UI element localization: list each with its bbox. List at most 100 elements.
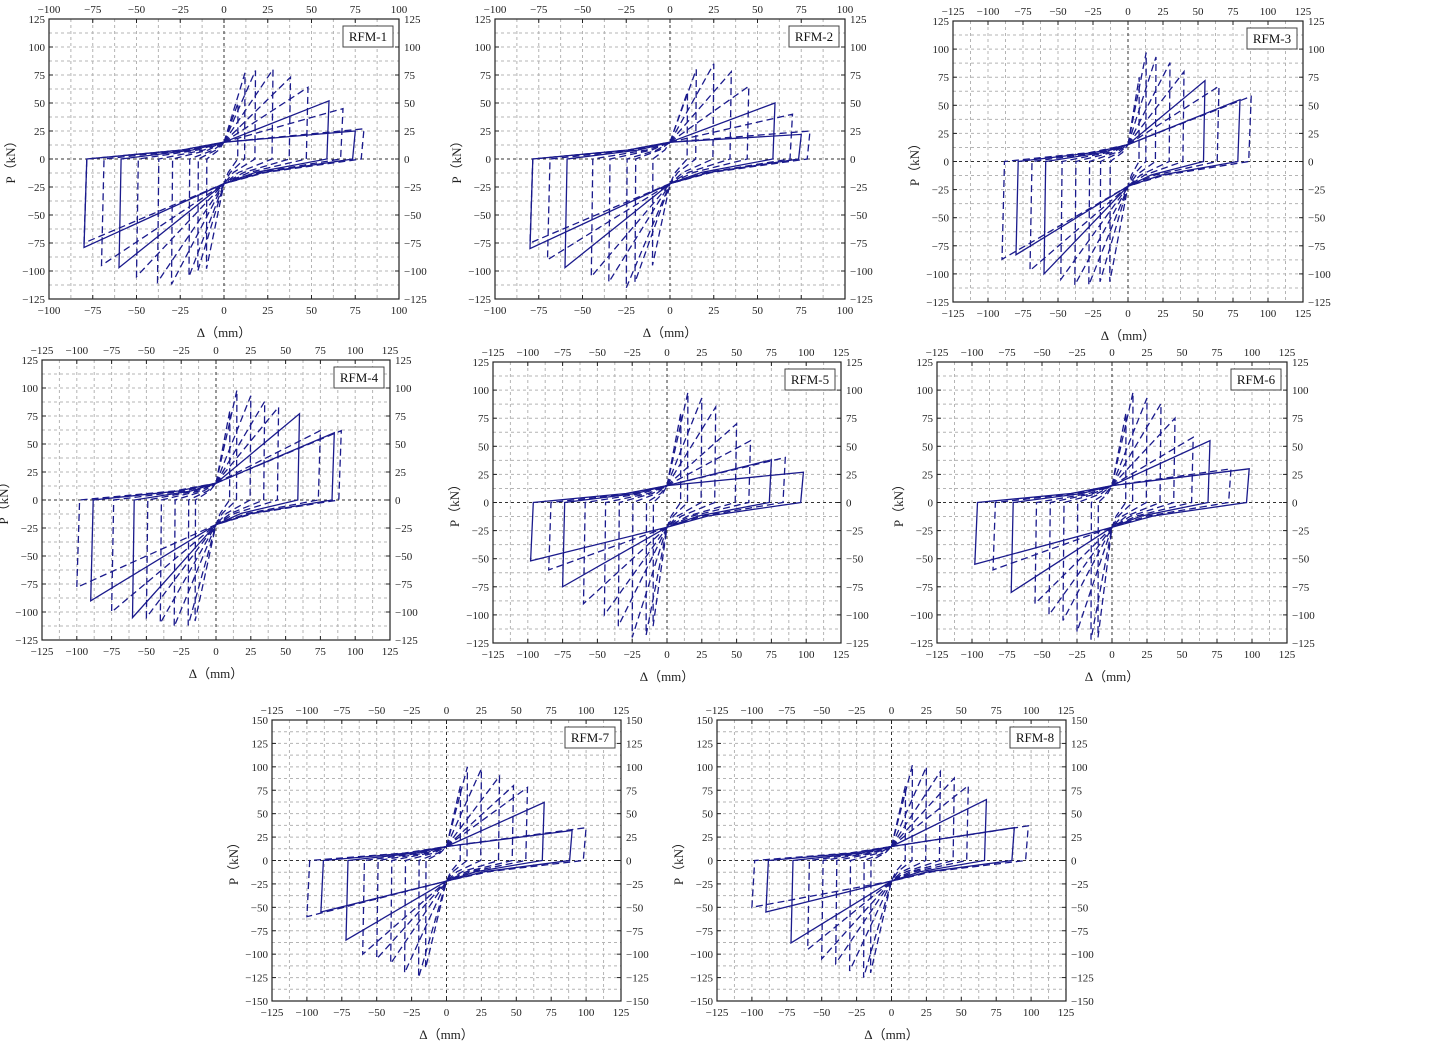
x-tick-label-top: −25	[173, 345, 191, 357]
y-tick-label-right: 50	[626, 809, 638, 821]
y-tick-label: −75	[472, 582, 490, 594]
y-tick-label-right: −50	[1308, 213, 1326, 225]
y-tick-label-right: 75	[846, 413, 858, 425]
x-tick-label-top: 100	[578, 705, 595, 717]
x-tick-label: −75	[778, 1007, 796, 1019]
hysteresis-cycle-3	[1076, 397, 1148, 633]
chart-panel-2: −100 −100 −75 −75 −50 −50 −25 −25 0 0 25 25 50 50 75 75…	[449, 4, 873, 340]
y-tick-label: −100	[466, 610, 489, 622]
x-tick-label: 0	[221, 305, 227, 317]
y-tick-label: 75	[938, 72, 950, 84]
y-tick-label-right: 25	[404, 126, 416, 138]
specimen-label: RFM-7	[571, 730, 610, 745]
hysteresis-cycle-3	[173, 395, 252, 627]
y-tick-label-right: −100	[626, 949, 649, 961]
hysteresis-cycle-5	[376, 784, 515, 961]
y-tick-label-right: −125	[395, 635, 418, 647]
y-tick-label-right: −25	[1308, 185, 1326, 197]
y-tick-label-right: −150	[626, 996, 649, 1008]
y-axis-label: P（kN）	[671, 836, 686, 885]
y-tick-label: −125	[468, 294, 491, 306]
specimen-label: RFM-8	[1016, 730, 1054, 745]
y-tick-label-right: −100	[1308, 269, 1331, 281]
x-tick-label: −125	[926, 649, 949, 661]
y-tick-label-right: −125	[846, 638, 869, 650]
y-tick-label: 125	[475, 14, 492, 26]
x-tick-label-top: 50	[731, 347, 743, 359]
y-tick-label: 100	[933, 44, 950, 56]
x-tick-label: −125	[706, 1007, 729, 1019]
x-tick-label: −25	[1068, 649, 1086, 661]
x-tick-label: −25	[618, 305, 636, 317]
x-tick-label: −100	[961, 649, 984, 661]
x-tick-label: 100	[1260, 308, 1277, 320]
x-tick-label-top: 125	[833, 347, 850, 359]
y-tick-label: 25	[27, 467, 39, 479]
x-tick-label: 0	[667, 305, 673, 317]
y-tick-label-right: 125	[1292, 357, 1309, 369]
x-tick-label-top: 125	[382, 345, 399, 357]
x-tick-label-top: −50	[1033, 347, 1051, 359]
y-tick-label-right: −25	[850, 182, 868, 194]
x-tick-label: −50	[813, 1007, 831, 1019]
x-tick-label-top: 125	[1295, 6, 1312, 18]
x-tick-label-top: −50	[138, 345, 156, 357]
x-tick-label: 50	[306, 305, 318, 317]
x-tick-label: 50	[956, 1007, 968, 1019]
x-tick-label: −125	[31, 646, 54, 658]
y-tick-label: −125	[690, 973, 713, 985]
x-tick-label-top: 25	[708, 4, 720, 16]
x-tick-label: −100	[741, 1007, 764, 1019]
x-tick-label-top: −75	[84, 4, 102, 16]
x-tick-label: −25	[173, 646, 191, 658]
y-tick-label: 75	[257, 785, 269, 797]
x-tick-label-top: −50	[574, 4, 592, 16]
hysteresis-cycle-5	[156, 75, 292, 285]
x-tick-label-top: −125	[261, 705, 284, 717]
y-tick-label: 50	[480, 98, 492, 110]
x-tick-label: 0	[664, 649, 670, 661]
y-tick-label: 25	[34, 126, 46, 138]
x-tick-label: 125	[613, 1007, 630, 1019]
y-tick-label-right: 0	[850, 154, 856, 166]
y-tick-label-right: −125	[1308, 297, 1331, 309]
x-tick-label-top: 125	[1058, 705, 1075, 717]
x-tick-label-top: 125	[613, 705, 630, 717]
x-tick-label: 125	[1295, 308, 1312, 320]
y-tick-label-right: 25	[850, 126, 862, 138]
y-tick-label-right: −75	[404, 238, 422, 250]
x-tick-label-top: −25	[624, 347, 642, 359]
hysteresis-cycle-2	[1099, 52, 1147, 282]
x-tick-label-top: 25	[245, 345, 257, 357]
y-tick-label-right: 50	[395, 439, 407, 451]
hysteresis-cycle-1	[194, 410, 231, 622]
y-tick-label: −125	[245, 973, 268, 985]
y-tick-label: 125	[473, 357, 490, 369]
y-tick-label: −150	[245, 996, 268, 1008]
y-tick-label: 50	[27, 439, 39, 451]
x-tick-label-top: −50	[128, 4, 146, 16]
hysteresis-cycle-9	[76, 429, 342, 589]
x-tick-label: −50	[128, 305, 146, 317]
x-tick-label-top: 25	[1142, 347, 1154, 359]
hysteresis-cycle-4	[390, 774, 501, 966]
y-tick-label-right: 50	[846, 441, 858, 453]
x-tick-label-top: −100	[65, 345, 88, 357]
y-tick-label-right: −25	[395, 523, 413, 535]
x-tick-label: −50	[1049, 308, 1067, 320]
y-tick-label-right: −100	[850, 266, 873, 278]
y-tick-label-right: −25	[846, 526, 864, 538]
y-tick-label: −50	[251, 902, 269, 914]
x-tick-label: −100	[977, 308, 1000, 320]
y-tick-label: 150	[252, 715, 269, 727]
y-tick-label-right: 100	[626, 762, 643, 774]
y-tick-label: −125	[466, 638, 489, 650]
x-axis-label: Δ（mm）	[643, 325, 698, 340]
x-tick-label-top: 50	[306, 4, 318, 16]
x-axis-label: Δ（mm）	[864, 1027, 919, 1042]
y-tick-label: −50	[696, 902, 714, 914]
x-tick-label: 100	[1244, 649, 1261, 661]
y-tick-label: 0	[708, 856, 714, 868]
y-tick-label: −75	[474, 238, 492, 250]
x-axis-label: Δ（mm）	[189, 666, 244, 681]
